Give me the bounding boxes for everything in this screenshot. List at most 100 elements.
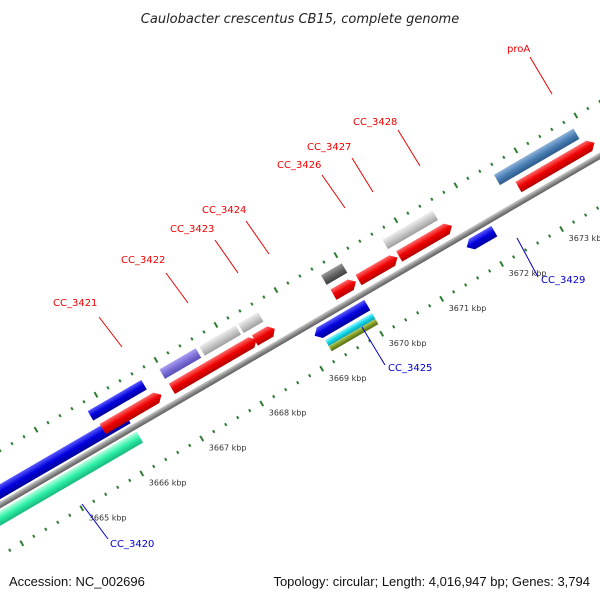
- gene-cc3425-cyan-block[interactable]: [325, 312, 376, 347]
- tick-upper: [526, 141, 530, 146]
- tick-lower: [284, 387, 288, 392]
- tick-label: 3671 kbp: [449, 304, 487, 313]
- gene-cc3421-block[interactable]: [87, 379, 147, 421]
- gene-label-cc3422[interactable]: CC_3422: [121, 255, 165, 266]
- tick-lower: [344, 352, 348, 357]
- gene-cc3423-block[interactable]: [199, 325, 242, 356]
- tick-upper: [346, 246, 350, 250]
- gene-cc3422-arrow[interactable]: [168, 352, 229, 394]
- tick-upper: [406, 211, 410, 216]
- tick-lower: [92, 499, 96, 504]
- gene-label-cc3420[interactable]: CC_3420: [110, 539, 154, 550]
- leader-cc3422: [165, 272, 189, 304]
- tick-upper: [466, 176, 470, 181]
- tick-label: 3668 kbp: [269, 409, 307, 418]
- gene-cc3423-arrow[interactable]: [218, 334, 259, 366]
- genome-summary-text: Topology: circular; Length: 4,016,947 bp…: [273, 574, 590, 589]
- tick-label: 3669 kbp: [329, 374, 367, 383]
- gene-labels: CC_3420 CC_3421 CC_3422 CC_3423 CC_3424 …: [53, 44, 585, 550]
- tick-upper: [178, 344, 182, 348]
- gene-cc3424-block[interactable]: [238, 312, 264, 334]
- tick-upper: [166, 351, 170, 355]
- tick-lower: [524, 248, 528, 252]
- gene-cc3427-arrow[interactable]: [355, 252, 401, 286]
- gene-label-cc3423[interactable]: CC_3423: [170, 224, 214, 235]
- tick-upper: [82, 399, 86, 404]
- tick-lower: [439, 295, 445, 302]
- gene-label-cc3425[interactable]: CC_3425: [388, 363, 432, 374]
- tick-lower: [356, 345, 360, 350]
- tick-lower: [476, 276, 480, 280]
- tick-upper: [478, 169, 482, 174]
- gene-label-proa[interactable]: proA: [507, 44, 530, 55]
- tick-lower: [164, 457, 168, 462]
- leader-cc3424: [245, 220, 270, 255]
- tick-lower: [248, 408, 252, 413]
- tick-upper: [106, 385, 110, 390]
- gene-cc3425-olive-block[interactable]: [328, 318, 379, 352]
- reverse-features: [0, 225, 498, 531]
- tick-labels: 3665 kbp 3666 kbp 3667 kbp 3668 kbp 3669 kbp…: [89, 234, 600, 522]
- gene-cc3426-arrow[interactable]: [330, 276, 359, 300]
- tick-upper: [33, 426, 39, 433]
- tick-lower: [547, 234, 552, 238]
- gene-cc3420-lower-block[interactable]: [0, 431, 144, 531]
- tick-lower: [8, 548, 12, 553]
- tick-upper: [550, 127, 554, 132]
- tick-rail-upper: [0, 99, 600, 453]
- tick-upper: [370, 232, 374, 236]
- gene-label-cc3428[interactable]: CC_3428: [353, 117, 397, 128]
- tick-upper: [118, 378, 122, 383]
- tick-lower: [416, 311, 420, 315]
- tick-lower: [236, 415, 240, 420]
- tick-upper: [298, 274, 302, 278]
- tick-upper: [573, 112, 579, 119]
- gene-cc3422-block[interactable]: [159, 348, 202, 379]
- tick-lower: [512, 255, 516, 259]
- leader-cc3426: [321, 174, 346, 209]
- tick-lower: [488, 269, 492, 273]
- gene-cc3428-arrow[interactable]: [396, 221, 455, 262]
- tick-upper: [430, 197, 434, 202]
- gene-cc3428-block[interactable]: [382, 210, 439, 250]
- tick-upper: [10, 441, 14, 446]
- tick-upper: [202, 330, 206, 334]
- gene-label-cc3424[interactable]: CC_3424: [202, 205, 246, 216]
- tick-lower: [571, 220, 576, 224]
- leader-cc3425: [361, 326, 386, 366]
- tick-upper: [213, 321, 219, 329]
- tick-lower: [188, 443, 192, 448]
- tick-lower: [464, 283, 468, 287]
- tick-lower: [104, 492, 108, 497]
- gene-cc3426-block[interactable]: [321, 263, 348, 285]
- genome-backbone: [0, 140, 600, 518]
- tick-lower: [152, 464, 156, 469]
- tick-upper: [586, 106, 590, 111]
- tick-lower: [128, 478, 132, 483]
- gene-cc3429-arrow[interactable]: [464, 225, 498, 252]
- tick-lower: [259, 400, 265, 407]
- gene-cc3420-block[interactable]: [0, 411, 131, 511]
- tick-upper: [513, 147, 519, 154]
- gene-proa-block[interactable]: [493, 128, 580, 186]
- gene-cc3424-arrow[interactable]: [251, 324, 278, 346]
- gene-proa-arrow[interactable]: [515, 138, 597, 193]
- gene-label-cc3429[interactable]: CC_3429: [541, 275, 585, 286]
- tick-upper: [333, 252, 339, 259]
- tick-label: 3667 kbp: [209, 444, 247, 453]
- gene-label-cc3427[interactable]: CC_3427: [307, 142, 351, 153]
- tick-upper: [58, 413, 62, 418]
- tick-upper: [538, 134, 542, 139]
- tick-label: 3672 kbp: [509, 269, 547, 278]
- leader-proa: [529, 56, 553, 95]
- tick-upper: [226, 316, 230, 320]
- tick-upper: [490, 162, 494, 167]
- tick-lower: [199, 435, 205, 442]
- tick-lower: [595, 206, 600, 210]
- gene-cc3421-arrow[interactable]: [99, 390, 165, 435]
- tick-label: 3670 kbp: [389, 339, 427, 348]
- gene-label-cc3426[interactable]: CC_3426: [277, 160, 321, 171]
- gene-cc3425-arrow[interactable]: [312, 299, 371, 341]
- gene-label-cc3421[interactable]: CC_3421: [53, 298, 97, 309]
- tick-upper: [382, 225, 386, 229]
